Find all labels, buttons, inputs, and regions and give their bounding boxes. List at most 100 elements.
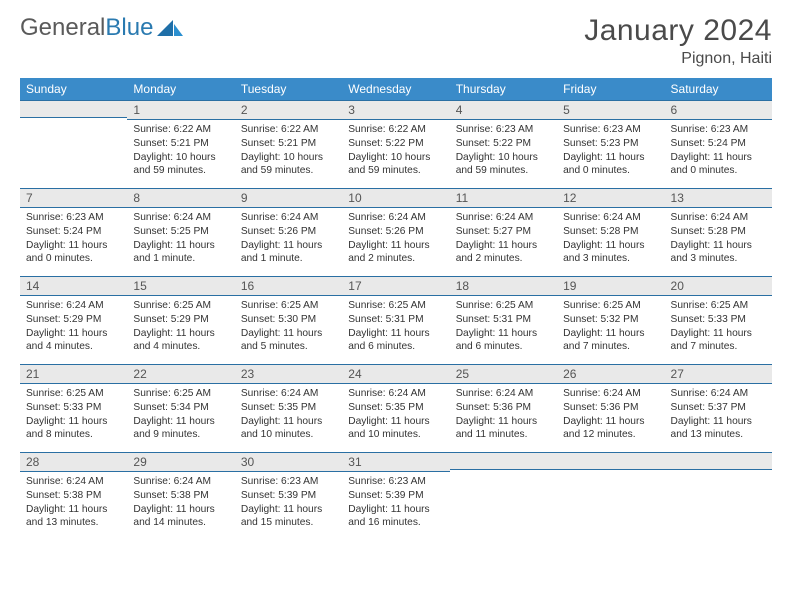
day-content: Sunrise: 6:24 AMSunset: 5:26 PMDaylight:… [235, 208, 342, 272]
sunset-text: Sunset: 5:37 PM [671, 401, 766, 415]
sunrise-text: Sunrise: 6:25 AM [563, 299, 658, 313]
sunset-text: Sunset: 5:21 PM [133, 137, 228, 151]
logo-text-gray: General [20, 14, 105, 42]
sunset-text: Sunset: 5:32 PM [563, 313, 658, 327]
daylight-text: Daylight: 11 hours and 7 minutes. [563, 327, 658, 355]
calendar-row: 21Sunrise: 6:25 AMSunset: 5:33 PMDayligh… [20, 364, 772, 452]
day-number: 19 [557, 276, 664, 296]
sunrise-text: Sunrise: 6:25 AM [241, 299, 336, 313]
weekday-header: Thursday [450, 78, 557, 100]
sunrise-text: Sunrise: 6:24 AM [348, 387, 443, 401]
sunrise-text: Sunrise: 6:24 AM [348, 211, 443, 225]
calendar-cell: 11Sunrise: 6:24 AMSunset: 5:27 PMDayligh… [450, 188, 557, 276]
day-content: Sunrise: 6:24 AMSunset: 5:26 PMDaylight:… [342, 208, 449, 272]
sunrise-text: Sunrise: 6:23 AM [241, 475, 336, 489]
weekday-header: Wednesday [342, 78, 449, 100]
day-content: Sunrise: 6:24 AMSunset: 5:27 PMDaylight:… [450, 208, 557, 272]
sunrise-text: Sunrise: 6:23 AM [26, 211, 121, 225]
day-content: Sunrise: 6:22 AMSunset: 5:21 PMDaylight:… [127, 120, 234, 184]
sunrise-text: Sunrise: 6:23 AM [348, 475, 443, 489]
calendar: Sunday Monday Tuesday Wednesday Thursday… [20, 78, 772, 540]
sunrise-text: Sunrise: 6:23 AM [671, 123, 766, 137]
sunset-text: Sunset: 5:31 PM [456, 313, 551, 327]
header: GeneralBlue January 2024 Pignon, Haiti [20, 14, 772, 68]
sunset-text: Sunset: 5:21 PM [241, 137, 336, 151]
sunrise-text: Sunrise: 6:24 AM [26, 475, 121, 489]
calendar-row: 7Sunrise: 6:23 AMSunset: 5:24 PMDaylight… [20, 188, 772, 276]
day-number: 27 [665, 364, 772, 384]
day-number: 23 [235, 364, 342, 384]
sunset-text: Sunset: 5:38 PM [133, 489, 228, 503]
sunrise-text: Sunrise: 6:24 AM [241, 387, 336, 401]
day-content: Sunrise: 6:23 AMSunset: 5:22 PMDaylight:… [450, 120, 557, 184]
calendar-cell [665, 452, 772, 540]
calendar-cell: 7Sunrise: 6:23 AMSunset: 5:24 PMDaylight… [20, 188, 127, 276]
empty-day [665, 452, 772, 470]
calendar-cell: 25Sunrise: 6:24 AMSunset: 5:36 PMDayligh… [450, 364, 557, 452]
day-number: 21 [20, 364, 127, 384]
day-number: 8 [127, 188, 234, 208]
sunset-text: Sunset: 5:26 PM [241, 225, 336, 239]
day-content: Sunrise: 6:25 AMSunset: 5:31 PMDaylight:… [450, 296, 557, 360]
day-number: 10 [342, 188, 449, 208]
sunset-text: Sunset: 5:39 PM [348, 489, 443, 503]
sunset-text: Sunset: 5:35 PM [241, 401, 336, 415]
day-content: Sunrise: 6:23 AMSunset: 5:24 PMDaylight:… [20, 208, 127, 272]
calendar-cell: 27Sunrise: 6:24 AMSunset: 5:37 PMDayligh… [665, 364, 772, 452]
calendar-cell: 21Sunrise: 6:25 AMSunset: 5:33 PMDayligh… [20, 364, 127, 452]
day-content: Sunrise: 6:23 AMSunset: 5:24 PMDaylight:… [665, 120, 772, 184]
daylight-text: Daylight: 11 hours and 2 minutes. [456, 239, 551, 267]
sunrise-text: Sunrise: 6:25 AM [348, 299, 443, 313]
empty-day [450, 452, 557, 470]
sunset-text: Sunset: 5:27 PM [456, 225, 551, 239]
calendar-cell: 19 Sunrise: 6:25 AMSunset: 5:32 PMDayligh… [557, 276, 664, 364]
day-content: Sunrise: 6:25 AMSunset: 5:30 PMDaylight:… [235, 296, 342, 360]
daylight-text: Daylight: 10 hours and 59 minutes. [241, 151, 336, 179]
weekday-header: Sunday [20, 78, 127, 100]
day-number: 28 [20, 452, 127, 472]
sunset-text: Sunset: 5:29 PM [26, 313, 121, 327]
day-number: 18 [450, 276, 557, 296]
calendar-cell: 1Sunrise: 6:22 AMSunset: 5:21 PMDaylight… [127, 100, 234, 188]
sunrise-text: Sunrise: 6:24 AM [456, 211, 551, 225]
day-content: Sunrise: 6:22 AMSunset: 5:22 PMDaylight:… [342, 120, 449, 184]
day-number: 17 [342, 276, 449, 296]
day-content: Sunrise: 6:24 AMSunset: 5:35 PMDaylight:… [235, 384, 342, 448]
sunrise-text: Sunrise: 6:24 AM [563, 387, 658, 401]
month-title: January 2024 [584, 14, 772, 48]
sunset-text: Sunset: 5:36 PM [456, 401, 551, 415]
empty-day [557, 452, 664, 470]
calendar-row: 1Sunrise: 6:22 AMSunset: 5:21 PMDaylight… [20, 100, 772, 188]
day-content: Sunrise: 6:25 AMSunset: 5:34 PMDaylight:… [127, 384, 234, 448]
sunset-text: Sunset: 5:24 PM [26, 225, 121, 239]
day-content: Sunrise: 6:23 AMSunset: 5:39 PMDaylight:… [235, 472, 342, 536]
weekday-header-row: Sunday Monday Tuesday Wednesday Thursday… [20, 78, 772, 100]
daylight-text: Daylight: 11 hours and 13 minutes. [26, 503, 121, 531]
logo: GeneralBlue [20, 14, 183, 42]
weekday-header: Monday [127, 78, 234, 100]
sunrise-text: Sunrise: 6:24 AM [133, 211, 228, 225]
sunrise-text: Sunrise: 6:23 AM [563, 123, 658, 137]
calendar-cell: 22Sunrise: 6:25 AMSunset: 5:34 PMDayligh… [127, 364, 234, 452]
calendar-cell: 28 Sunrise: 6:24 AMSunset: 5:38 PMDayligh… [20, 452, 127, 540]
day-number: 14 [20, 276, 127, 296]
calendar-cell [450, 452, 557, 540]
calendar-cell: 12Sunrise: 6:24 AMSunset: 5:28 PMDayligh… [557, 188, 664, 276]
calendar-cell: 24Sunrise: 6:24 AMSunset: 5:35 PMDayligh… [342, 364, 449, 452]
daylight-text: Daylight: 11 hours and 8 minutes. [26, 415, 121, 443]
daylight-text: Daylight: 11 hours and 4 minutes. [133, 327, 228, 355]
daylight-text: Daylight: 11 hours and 0 minutes. [671, 151, 766, 179]
day-number: 25 [450, 364, 557, 384]
daylight-text: Daylight: 11 hours and 2 minutes. [348, 239, 443, 267]
day-content: Sunrise: 6:24 AMSunset: 5:38 PMDaylight:… [127, 472, 234, 536]
daylight-text: Daylight: 11 hours and 10 minutes. [241, 415, 336, 443]
day-number: 22 [127, 364, 234, 384]
sunrise-text: Sunrise: 6:24 AM [241, 211, 336, 225]
day-number: 3 [342, 100, 449, 120]
day-number: 29 [127, 452, 234, 472]
day-content: Sunrise: 6:24 AMSunset: 5:29 PMDaylight:… [20, 296, 127, 360]
day-content: Sunrise: 6:24 AMSunset: 5:25 PMDaylight:… [127, 208, 234, 272]
calendar-cell: 17Sunrise: 6:25 AMSunset: 5:31 PMDayligh… [342, 276, 449, 364]
sunset-text: Sunset: 5:22 PM [348, 137, 443, 151]
sunset-text: Sunset: 5:38 PM [26, 489, 121, 503]
